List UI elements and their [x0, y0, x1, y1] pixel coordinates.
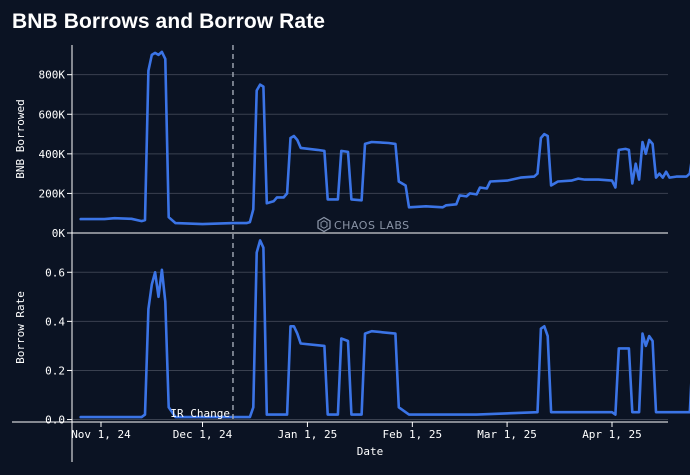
- rate-ytick-label: 0.0: [45, 414, 65, 427]
- borrow-rate-panel: 0.0 0.2 0.4 0.6 Borrow Rate Nov 1, 24 Dec 1, 2…: [14, 239, 690, 458]
- xtick-label: Nov 1, 24: [71, 428, 131, 441]
- xtick-label: Apr 1, 25: [582, 428, 642, 441]
- borrowed-ytick-label: 0K: [52, 227, 66, 240]
- xtick-label: Jan 1, 25: [278, 428, 338, 441]
- chaos-labs-watermark: CHAOS LABS: [317, 216, 410, 233]
- borrowed-ytick-label: 200K: [39, 187, 66, 200]
- rate-ylabel: Borrow Rate: [14, 291, 27, 364]
- x-axis-label: Date: [357, 445, 384, 458]
- chaos-labs-logo-icon: [317, 216, 331, 233]
- borrowed-series-line: [79, 50, 690, 226]
- chart-frame: [12, 45, 668, 462]
- xtick-label: Dec 1, 24: [173, 428, 233, 441]
- ir-change-label: IR Change: [170, 407, 230, 420]
- borrowed-panel: 0K 200K 400K 600K 800K BNB Borrowed: [14, 50, 690, 240]
- rate-ytick-label: 0.2: [45, 364, 65, 377]
- rate-series-line: [79, 239, 690, 419]
- chart-title: BNB Borrows and Borrow Rate: [12, 10, 326, 33]
- xtick-label: Mar 1, 25: [477, 428, 537, 441]
- borrowed-ytick-label: 400K: [39, 148, 66, 161]
- watermark-text: CHAOS LABS: [334, 219, 410, 232]
- borrowed-ylabel: BNB Borrowed: [14, 99, 27, 178]
- rate-ytick-label: 0.6: [45, 266, 65, 279]
- xtick-label: Feb 1, 25: [383, 428, 443, 441]
- borrowed-ytick-label: 600K: [39, 108, 66, 121]
- borrowed-ytick-label: 800K: [39, 69, 66, 82]
- rate-ytick-label: 0.4: [45, 315, 65, 328]
